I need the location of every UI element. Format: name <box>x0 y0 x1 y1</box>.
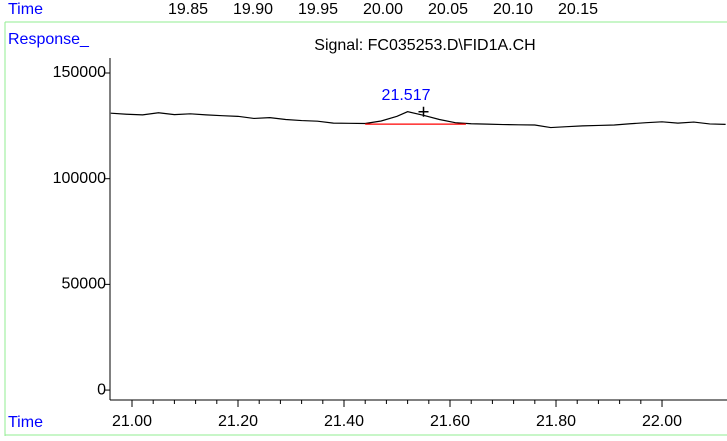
x-tick-label: 21.40 <box>324 413 364 430</box>
top-tick-label: 20.05 <box>428 1 468 18</box>
x-tick-label: 21.80 <box>536 413 576 430</box>
y-tick-label: 0 <box>97 381 106 398</box>
signal-line <box>110 111 726 129</box>
x-tick-label: 21.20 <box>218 413 258 430</box>
x-tick-label: 21.60 <box>430 413 470 430</box>
y-tick-label: 150000 <box>53 64 106 81</box>
peak-label: 21.517 <box>382 87 431 104</box>
chart-title: Signal: FC035253.D\FID1A.CH <box>314 37 535 54</box>
top-tick-label: 19.90 <box>233 1 273 18</box>
top-axis-label: Time <box>8 1 43 18</box>
y-axis-label: Response_ <box>8 31 90 48</box>
x-axis-label: Time <box>8 414 43 431</box>
top-tick-label: 20.10 <box>493 1 533 18</box>
top-tick-label: 19.85 <box>168 1 208 18</box>
top-tick-label: 20.00 <box>363 1 403 18</box>
peak-marker <box>418 106 429 117</box>
top-tick-label: 19.95 <box>298 1 338 18</box>
x-tick-label: 21.00 <box>112 413 152 430</box>
y-tick-label: 50000 <box>62 276 107 293</box>
y-tick-label: 100000 <box>53 170 106 187</box>
x-tick-label: 22.00 <box>642 413 682 430</box>
top-tick-label: 20.15 <box>558 1 598 18</box>
